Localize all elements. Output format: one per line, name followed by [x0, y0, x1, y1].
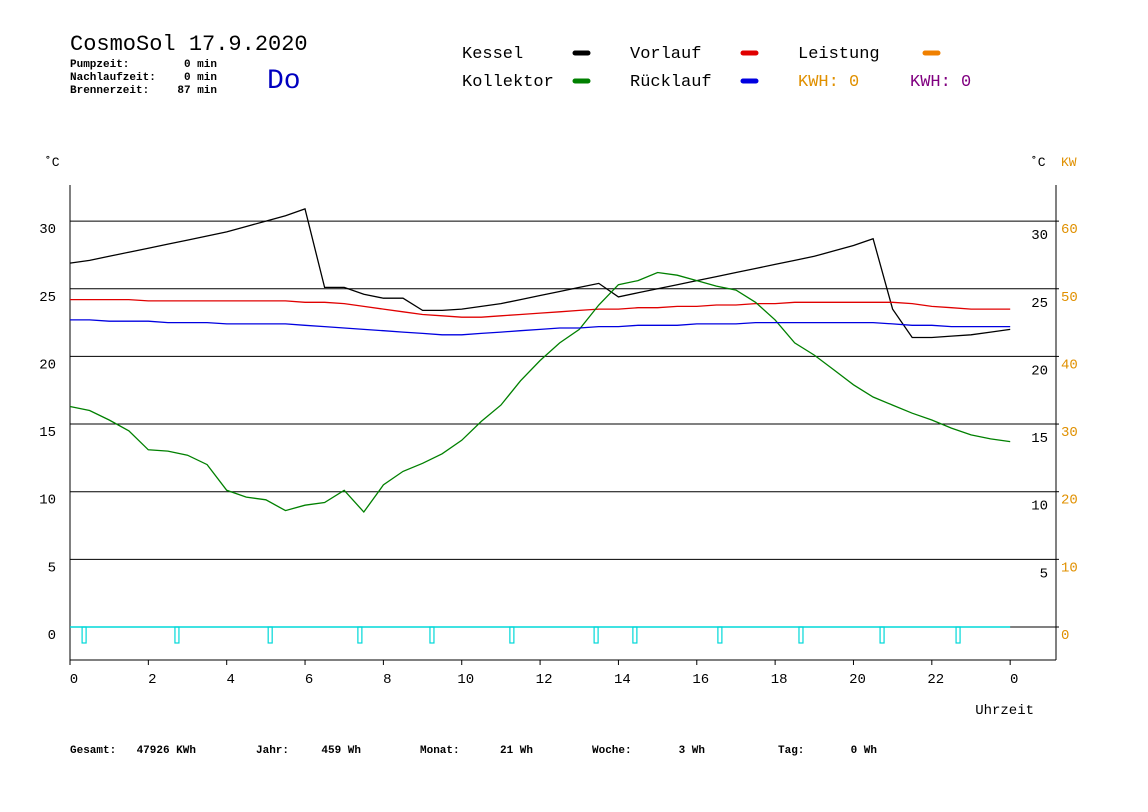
footer-value: 3 Wh — [679, 745, 705, 757]
y2-tick-label: 10 — [1061, 560, 1078, 576]
x-tick-label: 20 — [849, 672, 866, 688]
pulse — [357, 626, 363, 644]
legend-label: Leistung — [798, 45, 880, 64]
day: Do — [267, 66, 301, 97]
series-line — [70, 319, 1011, 336]
x-axis-label: Uhrzeit — [975, 703, 1034, 719]
pulse — [798, 626, 804, 644]
y2-tick-label: 30 — [1061, 425, 1078, 441]
y-right-tick-label: 10 — [1031, 499, 1048, 515]
x-tick-label: 12 — [536, 672, 553, 688]
y2-tick-label: 0 — [1061, 628, 1069, 644]
x-tick-label: 16 — [692, 672, 709, 688]
y-right-tick-label: 20 — [1031, 363, 1048, 379]
pulse — [81, 626, 87, 644]
legend-label: Kessel — [462, 45, 523, 64]
legend-label: Kollektor — [462, 73, 554, 92]
y-tick-label: 30 — [39, 222, 56, 238]
footer-value: 47926 KWh — [137, 745, 196, 757]
kwh-label: KWH: 0 — [910, 73, 971, 92]
x-tick-label: 8 — [383, 672, 391, 688]
pulse — [955, 626, 961, 644]
y2-axis-unit: KW — [1061, 155, 1077, 170]
series-line — [69, 271, 1011, 514]
y-tick-label: 15 — [39, 425, 56, 441]
pulse — [509, 626, 515, 644]
footer-label: Monat: — [420, 745, 460, 757]
footer-value: 0 Wh — [851, 745, 877, 757]
kwh-label: KWH: 0 — [798, 73, 859, 92]
pulse — [879, 626, 885, 644]
pulse — [267, 626, 273, 644]
y-tick-label: 0 — [48, 628, 56, 644]
stat-label: Pumpzeit: — [70, 59, 129, 71]
stat-label: Nachlaufzeit: — [70, 72, 156, 84]
legend-label: Vorlauf — [630, 45, 701, 64]
series-line — [70, 298, 1011, 318]
stat-value: 0 min — [184, 72, 217, 84]
y-right-tick-label: 15 — [1031, 431, 1048, 447]
y-tick-label: 5 — [48, 560, 56, 576]
x-tick-label: 0 — [70, 672, 78, 688]
footer-value: 21 Wh — [500, 745, 533, 757]
y-right-tick-label: 30 — [1031, 228, 1048, 244]
y-tick-label: 25 — [39, 290, 56, 306]
x-tick-label: 4 — [226, 672, 234, 688]
y2-axis-label: ˚C — [1030, 155, 1046, 170]
x-tick-label: 22 — [927, 672, 944, 688]
pulse — [429, 626, 435, 644]
y-right-tick-label: 25 — [1031, 296, 1048, 312]
pulse — [717, 626, 723, 644]
stat-label: Brennerzeit: — [70, 85, 149, 97]
series-line — [69, 208, 1011, 339]
x-tick-label: 6 — [305, 672, 313, 688]
stat-value: 0 min — [184, 59, 217, 71]
y2-tick-label: 40 — [1061, 357, 1078, 373]
stat-value: 87 min — [177, 85, 217, 97]
y2-tick-label: 20 — [1061, 493, 1078, 509]
footer-label: Gesamt: — [70, 745, 116, 757]
y-right-tick-label: 5 — [1040, 566, 1048, 582]
x-tick-label: 2 — [148, 672, 156, 688]
y2-tick-label: 50 — [1061, 290, 1078, 306]
footer-label: Jahr: — [256, 745, 289, 757]
title: CosmoSol 17.9.2020 — [70, 32, 308, 57]
legend-label: Rücklauf — [630, 73, 712, 92]
footer-label: Woche: — [592, 745, 632, 757]
footer-value: 459 Wh — [321, 745, 361, 757]
x-tick-label: 14 — [614, 672, 631, 688]
y-axis-label: ˚C — [44, 155, 60, 170]
y2-tick-label: 60 — [1061, 222, 1078, 238]
y-tick-label: 20 — [39, 357, 56, 373]
y-tick-label: 10 — [39, 493, 56, 509]
footer-label: Tag: — [778, 745, 804, 757]
pulse — [593, 626, 599, 644]
x-tick-label: 10 — [457, 672, 474, 688]
pulse — [174, 626, 180, 644]
x-tick-label: 0 — [1010, 672, 1018, 688]
pulse — [632, 626, 638, 644]
x-tick-label: 18 — [771, 672, 788, 688]
